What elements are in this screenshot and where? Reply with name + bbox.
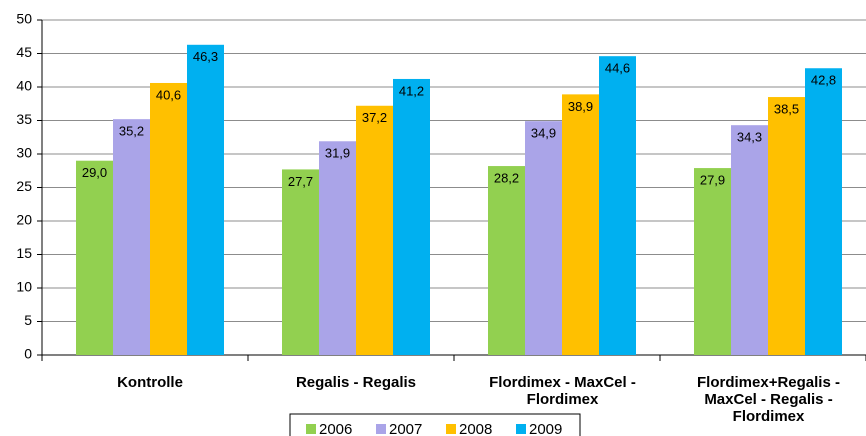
x-tick-label: Kontrolle — [117, 374, 183, 391]
bar — [282, 169, 319, 355]
value-label: 42,8 — [811, 73, 836, 88]
value-label: 29,0 — [82, 165, 107, 180]
value-label: 46,3 — [193, 49, 218, 64]
bar — [187, 44, 224, 355]
bar — [150, 82, 187, 355]
bar — [393, 78, 430, 356]
value-label: 34,3 — [737, 130, 762, 145]
legend-label: 2007 — [389, 421, 422, 436]
bar — [768, 97, 805, 356]
legend-label: 2006 — [319, 421, 352, 436]
legend-swatch — [446, 424, 456, 434]
value-label: 35,2 — [119, 124, 144, 139]
value-label: 41,2 — [399, 83, 424, 98]
y-tick-label: 30 — [16, 145, 32, 161]
x-tick-label: Regalis - Regalis — [295, 374, 417, 391]
legend-label: 2008 — [459, 421, 492, 436]
bar — [694, 168, 731, 355]
value-label: 38,5 — [774, 101, 799, 116]
legend-swatch — [306, 424, 316, 434]
legend-label: 2009 — [529, 421, 562, 436]
bar — [805, 68, 842, 356]
bar — [562, 94, 599, 356]
legend-box — [289, 413, 581, 436]
x-tick-label: Flordimex - MaxCel - Flordimex — [489, 374, 636, 408]
value-label: 37,2 — [362, 110, 387, 125]
y-tick-label: 35 — [16, 111, 32, 127]
value-label: 31,9 — [325, 146, 350, 161]
value-label: 27,9 — [700, 173, 725, 188]
bar — [319, 141, 356, 355]
y-tick-label: 45 — [16, 44, 32, 60]
y-tick-label: 10 — [16, 279, 32, 295]
y-tick-label: 25 — [16, 178, 32, 194]
y-tick-label: 0 — [24, 346, 32, 362]
y-tick-label: 15 — [16, 245, 32, 261]
value-label: 38,9 — [568, 99, 593, 114]
y-tick-label: 20 — [16, 212, 32, 228]
bar — [525, 121, 562, 355]
value-label: 34,9 — [531, 126, 556, 141]
legend-swatch — [516, 424, 526, 434]
bar — [113, 119, 150, 355]
legend-swatch — [376, 424, 386, 434]
value-label: 28,2 — [494, 170, 519, 185]
y-tick-label: 40 — [16, 78, 32, 94]
value-label: 27,7 — [288, 174, 313, 189]
value-label: 40,6 — [156, 87, 181, 102]
bar — [488, 166, 525, 355]
value-label: 44,6 — [605, 61, 630, 76]
bar — [599, 56, 636, 356]
y-tick-label: 50 — [16, 11, 32, 27]
bar — [76, 160, 113, 355]
x-tick-label: Flordimex+Regalis - MaxCel - Regalis - F… — [697, 374, 840, 425]
y-tick-label: 5 — [24, 312, 32, 328]
bar — [356, 105, 393, 355]
bar — [731, 125, 768, 355]
